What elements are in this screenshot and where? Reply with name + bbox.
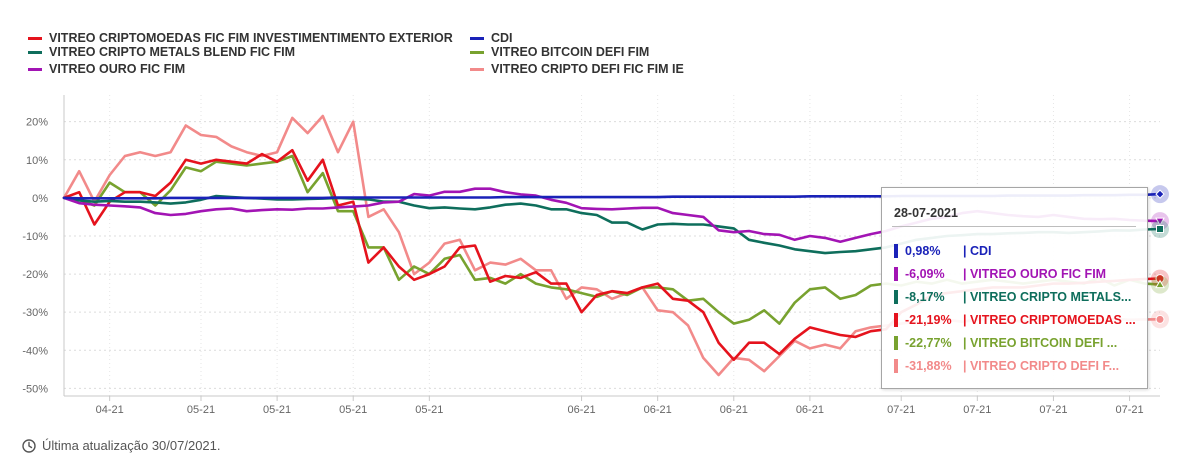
- y-tick-label: -40%: [22, 345, 48, 357]
- tooltip-row-marker: [894, 336, 898, 350]
- tooltip-row-ouro: -6,09% | VITREO OURO FIC FIM: [894, 267, 1106, 281]
- tooltip-row-bitcoin: -22,77% | VITREO BITCOIN DEFI ...: [894, 336, 1117, 350]
- legend-swatch: [470, 67, 484, 71]
- x-tick-label: 06-21: [796, 404, 824, 416]
- point-marker: [1156, 225, 1164, 234]
- y-tick-label: -10%: [22, 231, 48, 243]
- x-tick-label: 05-21: [263, 404, 291, 416]
- point-marker: [1155, 314, 1165, 324]
- last-update: Última atualização 30/07/2021.: [22, 438, 221, 453]
- tooltip-row-label: | VITREO BITCOIN DEFI ...: [963, 336, 1118, 350]
- legend-label: VITREO CRIPTO METALS BLEND FIC FIM: [49, 45, 296, 59]
- clock-icon: [22, 438, 36, 453]
- x-tick-label: 06-21: [644, 404, 672, 416]
- tooltip-row-value: -22,77%: [905, 336, 952, 350]
- tooltip-row-marker: [894, 359, 898, 373]
- tooltip-row-value: -31,88%: [905, 359, 952, 373]
- x-tick-label: 04-21: [96, 404, 124, 416]
- legend-swatch: [28, 67, 42, 71]
- x-tick-label: 07-21: [963, 404, 991, 416]
- tooltip-row-label: | VITREO CRIPTO METALS...: [963, 290, 1132, 304]
- legend-label: CDI: [491, 31, 513, 45]
- y-tick-label: -20%: [22, 269, 48, 281]
- tooltip-row-marker: [894, 313, 898, 327]
- legend-item-bitcoin-defi[interactable]: VITREO BITCOIN DEFI FIM: [470, 45, 649, 59]
- tooltip-divider: [892, 226, 1136, 227]
- legend-item-cdi[interactable]: CDI: [470, 31, 513, 45]
- tooltip-row-value: -8,17%: [905, 290, 945, 304]
- y-tick-label: -50%: [22, 383, 48, 395]
- x-tick-label: 06-21: [567, 404, 595, 416]
- y-tick-label: 10%: [26, 155, 48, 167]
- tooltip-row-label: | VITREO OURO FIC FIM: [963, 267, 1107, 281]
- legend-label: VITREO CRIPTOMOEDAS FIC FIM INVESTIMENTI…: [49, 31, 453, 45]
- tooltip-row-criptomoedas: -21,19% | VITREO CRIPTOMOEDAS ...: [894, 313, 1136, 327]
- y-tick-label: 20%: [26, 117, 48, 129]
- x-tick-label: 06-21: [720, 404, 748, 416]
- legend-item-ouro[interactable]: VITREO OURO FIC FIM: [28, 62, 185, 76]
- legend-item-metals-blend[interactable]: VITREO CRIPTO METALS BLEND FIC FIM: [28, 45, 295, 59]
- y-tick-label: 0%: [32, 193, 48, 205]
- tooltip-row-marker: [894, 290, 898, 304]
- y-tick-label: -30%: [22, 307, 48, 319]
- legend-label: VITREO BITCOIN DEFI FIM: [491, 45, 650, 59]
- tooltip-row-value: -6,09%: [905, 267, 945, 281]
- chart-legend: VITREO CRIPTOMOEDAS FIC FIM INVESTIMENTI…: [0, 0, 1186, 80]
- tooltip-row-label: | VITREO CRIPTOMOEDAS ...: [963, 313, 1136, 327]
- tooltip-row-label: | CDI: [963, 244, 992, 258]
- point-marker: [1155, 217, 1165, 227]
- x-tick-label: 07-21: [1115, 404, 1143, 416]
- legend-swatch: [28, 36, 42, 40]
- x-tick-label: 05-21: [187, 404, 215, 416]
- legend-item-cripto-defi[interactable]: VITREO CRIPTO DEFI FIC FIM IE: [470, 62, 684, 76]
- tooltip-row-label: | VITREO CRIPTO DEFI F...: [963, 359, 1120, 373]
- point-marker: [1155, 279, 1165, 289]
- legend-swatch: [470, 36, 484, 40]
- legend-label: VITREO OURO FIC FIM: [49, 62, 186, 76]
- x-tick-label: 07-21: [887, 404, 915, 416]
- legend-label: VITREO CRIPTO DEFI FIC FIM IE: [491, 62, 684, 76]
- tooltip-row-cripto-defi: -31,88% | VITREO CRIPTO DEFI F...: [894, 359, 1119, 373]
- point-marker: [1155, 189, 1165, 199]
- x-tick-label: 05-21: [339, 404, 367, 416]
- x-tick-label: 05-21: [415, 404, 443, 416]
- tooltip-row-cdi: 0,98% | CDI: [894, 244, 992, 258]
- legend-item-criptomoedas[interactable]: VITREO CRIPTOMOEDAS FIC FIM INVESTIMENTI…: [28, 31, 453, 45]
- legend-swatch: [470, 50, 484, 54]
- tooltip-row-marker: [894, 244, 898, 258]
- x-tick-label: 07-21: [1039, 404, 1067, 416]
- tooltip-row-value: -21,19%: [905, 313, 952, 327]
- tooltip-date: 28-07-2021: [894, 206, 958, 220]
- chart-tooltip: 28-07-2021 0,98% | CDI -6,09% | VITREO O…: [881, 187, 1148, 389]
- tooltip-row-value: 0,98%: [905, 244, 941, 258]
- last-update-text: Última atualização 30/07/2021.: [42, 438, 221, 453]
- tooltip-row-metals: -8,17% | VITREO CRIPTO METALS...: [894, 290, 1131, 304]
- legend-swatch: [28, 50, 42, 54]
- tooltip-row-marker: [894, 267, 898, 281]
